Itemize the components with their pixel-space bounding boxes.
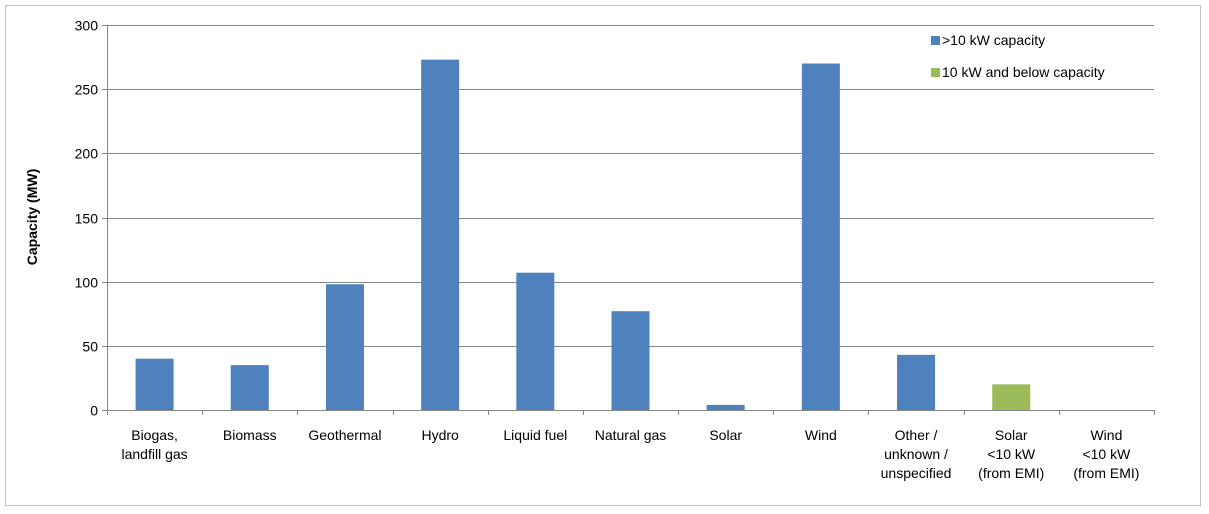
category-label: Natural gas — [595, 427, 667, 443]
category-label: Wind — [805, 427, 837, 443]
legend: >10 kW capacity 10 kW and below capacity — [931, 32, 1105, 80]
category-label: Solar — [709, 427, 742, 443]
category-label: landfill gas — [122, 446, 188, 462]
y-axis-title: Capacity (MW) — [24, 169, 40, 265]
category-label: Geothermal — [308, 427, 381, 443]
legend-label: >10 kW capacity — [942, 32, 1045, 48]
y-tick-label: 300 — [75, 18, 99, 34]
category-label: unknown / — [884, 446, 948, 462]
category-label: (from EMI) — [978, 465, 1044, 481]
y-tick-label: 0 — [90, 403, 98, 419]
y-tick-label: 250 — [75, 82, 99, 98]
category-label: Wind — [1090, 427, 1122, 443]
y-tick-label: 100 — [75, 275, 99, 291]
bar — [707, 405, 745, 410]
bar — [516, 273, 554, 410]
legend-label: 10 kW and below capacity — [942, 64, 1105, 80]
bars — [136, 60, 1031, 410]
category-label: Biomass — [223, 427, 277, 443]
bar — [136, 359, 174, 410]
category-label: <10 kW — [1082, 446, 1131, 462]
y-tick-label: 50 — [82, 339, 98, 355]
legend-swatch — [931, 68, 940, 77]
bar — [992, 384, 1030, 410]
category-label: Other / — [895, 427, 938, 443]
y-tick-label: 150 — [75, 211, 99, 227]
category-label: unspecified — [881, 465, 952, 481]
category-label: (from EMI) — [1073, 465, 1139, 481]
bar — [326, 284, 364, 410]
y-tick-labels: 0 50 100 150 200 250 300 — [75, 18, 99, 419]
category-label: <10 kW — [987, 446, 1036, 462]
category-label: Biogas, — [131, 427, 178, 443]
category-labels: Biogas, landfill gas Biomass Geothermal Hydr… — [122, 427, 1140, 481]
bar — [802, 64, 840, 411]
legend-swatch — [931, 36, 940, 45]
category-label: Solar — [995, 427, 1028, 443]
bar — [612, 311, 650, 410]
category-label: Hydro — [421, 427, 459, 443]
bar — [897, 355, 935, 410]
bar — [421, 60, 459, 410]
category-label: Liquid fuel — [503, 427, 567, 443]
bar — [231, 365, 269, 410]
y-tick-label: 200 — [75, 146, 99, 162]
